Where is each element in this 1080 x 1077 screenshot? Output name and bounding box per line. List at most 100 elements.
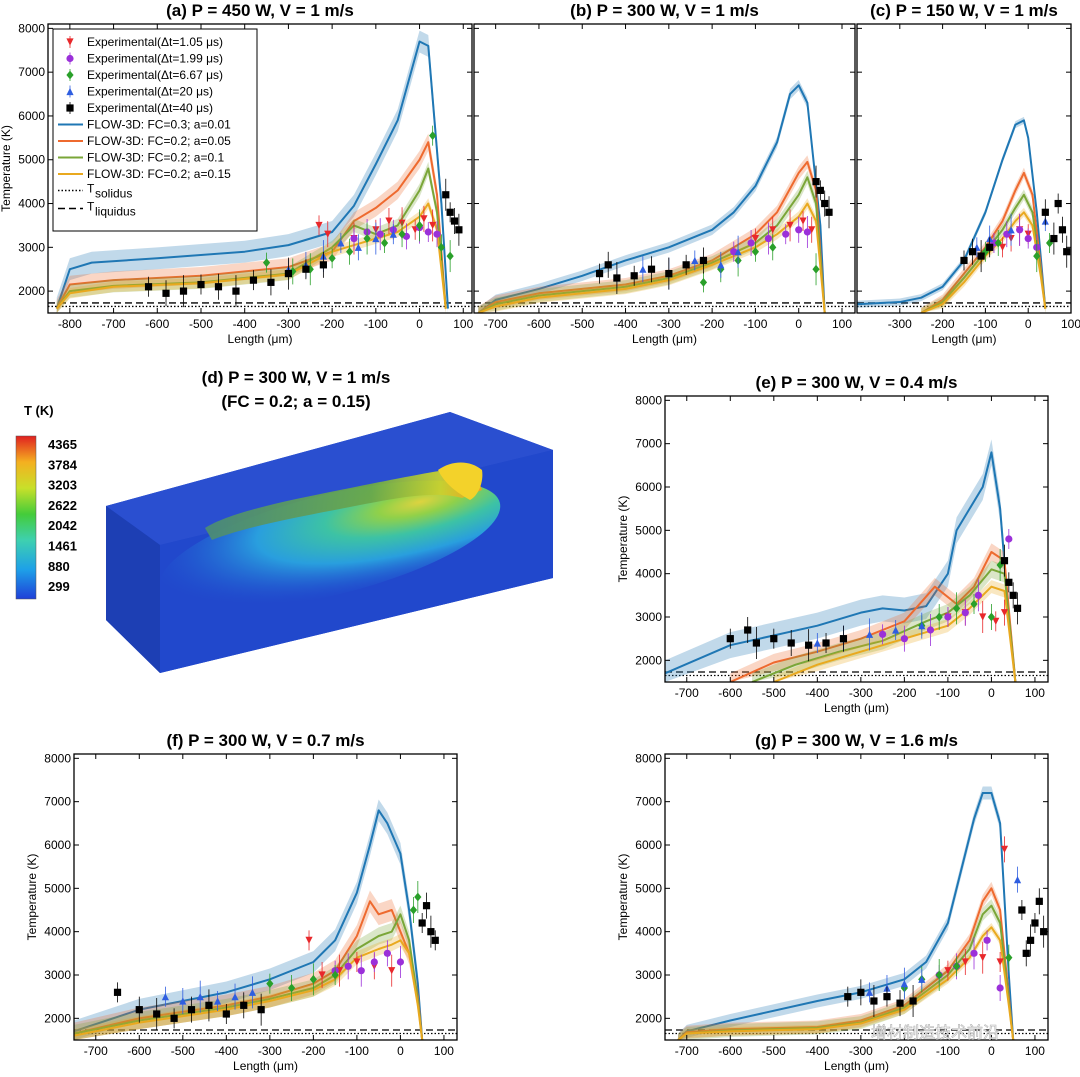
data-point-marker [66, 70, 74, 80]
colorbar-tick-label: 1461 [48, 539, 77, 554]
simulation-band [857, 116, 1046, 313]
data-point-marker [900, 635, 908, 643]
x-tick-label: 100 [832, 317, 852, 331]
data-point-marker [305, 936, 313, 944]
y-tick-label: 4000 [635, 567, 662, 581]
y-tick-label: 4000 [44, 925, 71, 939]
legend-entry-label: Experimental(Δt=20 μs) [87, 85, 213, 99]
data-point-marker [389, 230, 397, 238]
data-point-marker [803, 228, 811, 236]
data-point-marker [1000, 557, 1009, 565]
x-tick-label: -400 [805, 1044, 829, 1058]
y-tick-label: 4000 [18, 197, 45, 211]
y-tick-label: 8000 [44, 751, 71, 765]
simulation-line [477, 160, 826, 313]
simulation-line [729, 551, 1017, 682]
data-point-marker [805, 641, 813, 649]
y-tick-label: 5000 [18, 153, 45, 167]
y-tick-label: 6000 [635, 838, 662, 852]
x-tick-label: -400 [805, 686, 829, 700]
experimental-series [730, 215, 811, 262]
chart-title: (g) P = 300 W, V = 1.6 m/s [755, 731, 958, 750]
data-point-marker [179, 287, 188, 295]
x-tick-label: -700 [102, 317, 126, 331]
data-point-marker [996, 958, 1004, 966]
x-axis-label: Length (μm) [932, 332, 997, 346]
x-tick-label: -600 [127, 1044, 151, 1058]
data-point-marker [249, 276, 258, 284]
x-tick-label: -600 [718, 686, 742, 700]
data-point-marker [418, 919, 426, 927]
data-point-marker [315, 221, 323, 230]
legend-liquidus-subscript: liquidus [95, 205, 136, 219]
data-point-marker [363, 234, 371, 243]
x-tick-label: -400 [233, 317, 257, 331]
y-tick-label: 3000 [18, 240, 45, 254]
data-point-marker [427, 928, 435, 936]
data-point-marker [883, 993, 891, 1001]
data-point-marker [1005, 953, 1013, 963]
data-point-marker [1033, 251, 1041, 261]
x-tick-label: -100 [743, 317, 767, 331]
block-end-face [106, 506, 160, 673]
melt-pool-hotspot [438, 462, 483, 500]
x-tick-label: 100 [1025, 686, 1045, 700]
chart-legend: Experimental(Δt=1.05 μs) Experimental(Δt=… [52, 28, 258, 232]
x-axis-label: Length (μm) [824, 1059, 889, 1073]
x-tick-label: -300 [258, 1044, 282, 1058]
data-point-marker [1000, 609, 1009, 617]
y-tick-label: 7000 [635, 437, 662, 451]
data-point-marker [1050, 234, 1058, 243]
data-point-marker [970, 599, 978, 609]
data-point-marker [66, 38, 74, 46]
axes-frame [664, 753, 1049, 1041]
x-tick-label: -100 [973, 317, 997, 331]
data-point-marker [717, 261, 725, 269]
data-point-marker [266, 979, 274, 989]
data-point-marker [372, 234, 380, 243]
plot-area [74, 799, 457, 1040]
data-point-marker [992, 617, 1000, 625]
experimental-series [331, 940, 405, 987]
x-tick-label: -500 [762, 686, 786, 700]
data-point-marker [926, 626, 935, 634]
experimental-series [262, 125, 454, 286]
data-point-marker [232, 287, 240, 295]
chart-panel-f: (f) P = 300 W, V = 0.7 m/s -700 -600 -500 -4… [25, 731, 458, 1073]
simulation-line [74, 809, 424, 1040]
data-point-marker [1005, 535, 1013, 543]
plot-area [665, 439, 1048, 682]
data-point-marker [909, 997, 917, 1005]
x-tick-label: -200 [301, 1044, 325, 1058]
data-point-marker [918, 622, 926, 630]
legend-liquidus-label: T [87, 200, 95, 214]
data-point-marker [318, 971, 326, 979]
y-tick-label: 2000 [18, 284, 45, 298]
data-point-marker [961, 609, 969, 617]
data-point-marker [344, 962, 352, 970]
x-tick-label: -200 [892, 1044, 916, 1058]
data-point-marker [613, 274, 621, 282]
legend-entry-label: FLOW-3D: FC=0.2; a=0.15 [87, 167, 231, 181]
data-point-marker [665, 269, 673, 278]
data-point-marker [752, 639, 760, 647]
data-point-marker [302, 265, 310, 273]
data-point-marker [420, 215, 428, 223]
data-point-marker [337, 239, 345, 247]
x-tick-label: -600 [527, 317, 551, 331]
data-point-marker [446, 208, 454, 216]
data-point-marker [66, 87, 74, 96]
data-point-marker [135, 1006, 143, 1014]
simulation-band [730, 543, 1016, 682]
x-tick-label: -300 [657, 317, 681, 331]
data-point-marker [433, 230, 441, 238]
colorbar-tick-label: 299 [48, 579, 70, 594]
data-point-marker [682, 261, 690, 269]
x-tick-label: 0 [416, 317, 423, 331]
data-point-marker [900, 980, 908, 988]
plot-area [474, 80, 855, 313]
y-tick-label: 5000 [635, 881, 662, 895]
data-point-marker [424, 228, 432, 236]
y-axis-label: Temperature (K) [616, 854, 630, 941]
legend-solidus-subscript: solidus [95, 187, 132, 201]
